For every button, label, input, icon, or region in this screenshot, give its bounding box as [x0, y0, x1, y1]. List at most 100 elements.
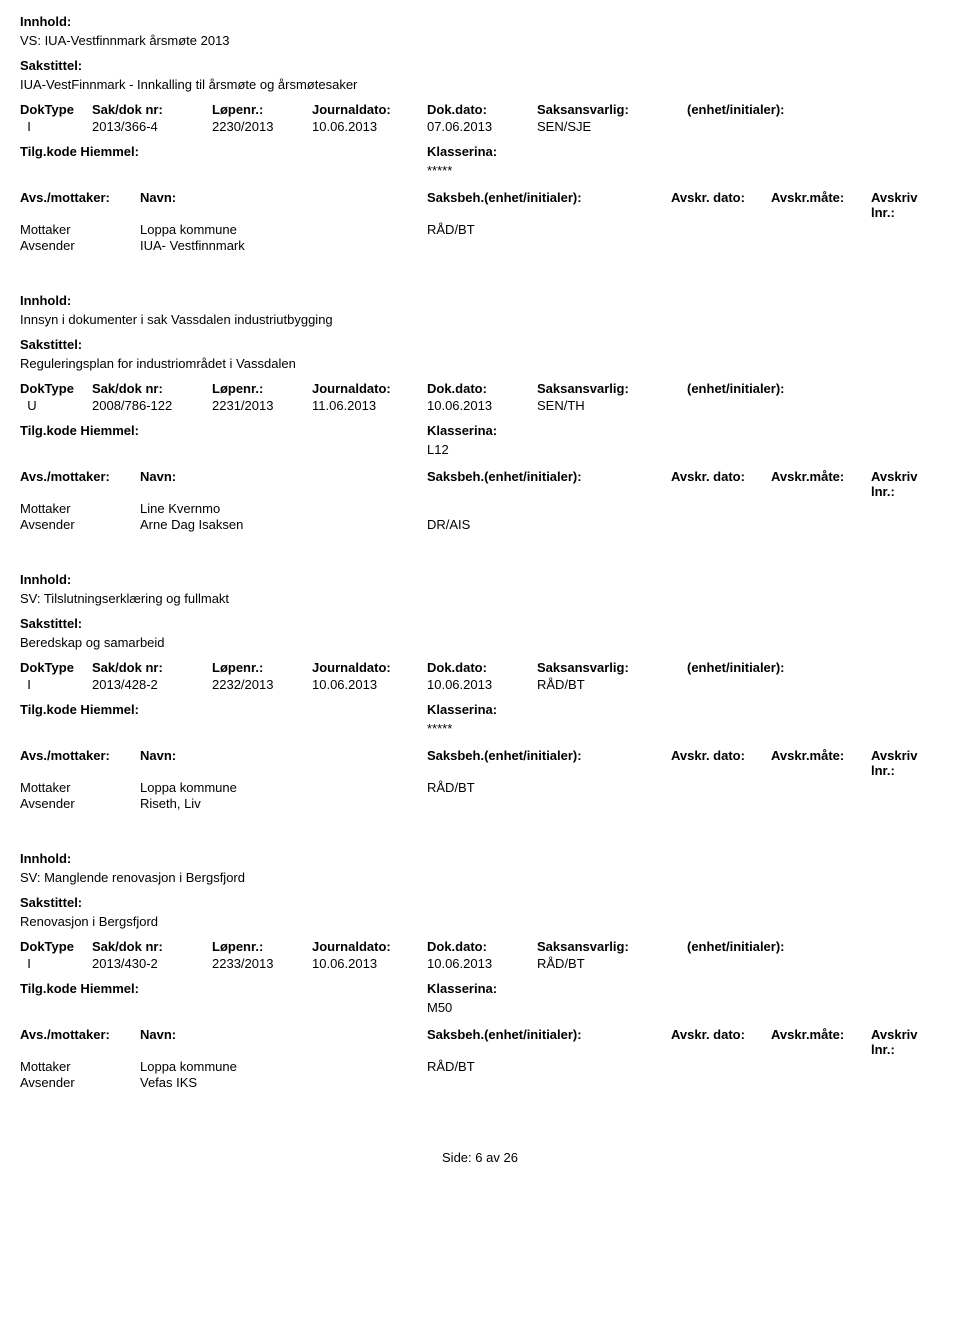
- dokdato-value: 10.06.2013: [427, 677, 537, 692]
- saksbeh-header: Saksbeh.(enhet/initialer):: [427, 469, 671, 499]
- party-saksbeh: DR/AIS: [427, 517, 671, 532]
- meta-value-row: I 2013/430-2 2233/2013 10.06.2013 10.06.…: [20, 956, 940, 971]
- avskr-mate-header: Avskr.måte:: [771, 469, 871, 499]
- doktype-header: DokType: [20, 381, 92, 396]
- saksansvarlig-value: RÅD/BT: [537, 956, 687, 971]
- party-role: Mottaker: [20, 222, 140, 237]
- klassering-value: *****: [427, 721, 940, 736]
- party-saksbeh: [427, 501, 671, 516]
- party-saksbeh: [427, 238, 671, 253]
- lopenr-header: Løpenr.:: [212, 102, 312, 117]
- party-row: Avsender Arne Dag Isaksen DR/AIS: [20, 517, 940, 532]
- innhold-value: VS: IUA-Vestfinnmark årsmøte 2013: [20, 33, 940, 48]
- lopenr-value: 2232/2013: [212, 677, 312, 692]
- party-name: Line Kvernmo: [140, 501, 427, 516]
- meta-header-row: DokType Sak/dok nr: Løpenr.: Journaldato…: [20, 660, 940, 675]
- saknr-value: 2013/430-2: [92, 956, 212, 971]
- klassering-label: Klasserina:: [427, 981, 940, 996]
- enhet-header: (enhet/initialer):: [687, 102, 940, 117]
- party-role: Avsender: [20, 796, 140, 811]
- dokdato-header: Dok.dato:: [427, 102, 537, 117]
- record: Innhold:Innsyn i dokumenter i sak Vassda…: [20, 293, 940, 532]
- journaldato-value: 10.06.2013: [312, 956, 427, 971]
- klassering-value: *****: [427, 163, 940, 178]
- party-row: Avsender IUA- Vestfinnmark: [20, 238, 940, 253]
- avskriv-lnr-header: Avskriv lnr.:: [871, 469, 940, 499]
- avskriv-lnr-header: Avskriv lnr.:: [871, 748, 940, 778]
- party-saksbeh: RÅD/BT: [427, 1059, 671, 1074]
- innhold-label: Innhold:: [20, 14, 940, 29]
- party-header-row: Avs./mottaker: Navn: Saksbeh.(enhet/init…: [20, 469, 940, 499]
- records-list: Innhold: VS: IUA-Vestfinnmark årsmøte 201…: [20, 14, 940, 1090]
- saknr-header: Sak/dok nr:: [92, 102, 212, 117]
- page-current: 6: [475, 1150, 482, 1165]
- party-role: Mottaker: [20, 501, 140, 516]
- saksbeh-header: Saksbeh.(enhet/initialer):: [427, 748, 671, 778]
- sakstittel-value: Reguleringsplan for industriområdet i Va…: [20, 356, 940, 371]
- enhet-header: (enhet/initialer):: [687, 381, 940, 396]
- lopenr-value: 2233/2013: [212, 956, 312, 971]
- klassering-value: L12: [427, 442, 940, 457]
- journaldato-value: 10.06.2013: [312, 677, 427, 692]
- journaldato-header: Journaldato:: [312, 660, 427, 675]
- enhet-value: [687, 119, 940, 134]
- avskr-dato-header: Avskr. dato:: [671, 190, 771, 220]
- meta-value-row: I 2013/366-4 2230/2013 10.06.2013 07.06.…: [20, 119, 940, 134]
- party-role: Avsender: [20, 238, 140, 253]
- dokdato-header: Dok.dato:: [427, 660, 537, 675]
- journaldato-header: Journaldato:: [312, 381, 427, 396]
- party-saksbeh: RÅD/BT: [427, 222, 671, 237]
- sakstittel-label: Sakstittel:: [20, 616, 940, 631]
- klassering-label: Klasserina:: [427, 144, 940, 159]
- avskr-dato-header: Avskr. dato:: [671, 748, 771, 778]
- hjemmel-klassering-row: Tilg.kode Hiemmel: Klasserina:: [20, 144, 940, 159]
- doktype-value: U: [20, 398, 92, 413]
- party-row: Avsender Vefas IKS: [20, 1075, 940, 1090]
- hjemmel-klassering-row: Tilg.kode Hiemmel: Klasserina:: [20, 702, 940, 717]
- saksansvarlig-header: Saksansvarlig:: [537, 660, 687, 675]
- innhold-value: Innsyn i dokumenter i sak Vassdalen indu…: [20, 312, 940, 327]
- meta-value-row: I 2013/428-2 2232/2013 10.06.2013 10.06.…: [20, 677, 940, 692]
- lopenr-header: Løpenr.:: [212, 660, 312, 675]
- tilgkode-hjemmel-label: Tilg.kode Hiemmel:: [20, 702, 427, 717]
- party-saksbeh: [427, 1075, 671, 1090]
- klassering-value-row: *****: [20, 161, 940, 188]
- sakstittel-label: Sakstittel:: [20, 895, 940, 910]
- innhold-label: Innhold:: [20, 851, 940, 866]
- meta-header-row: DokType Sak/dok nr: Løpenr.: Journaldato…: [20, 381, 940, 396]
- party-role: Avsender: [20, 1075, 140, 1090]
- party-name: Loppa kommune: [140, 780, 427, 795]
- party-header-row: Avs./mottaker: Navn: Saksbeh.(enhet/init…: [20, 190, 940, 220]
- page-footer: Side: 6 av 26: [20, 1150, 940, 1165]
- party-name: Loppa kommune: [140, 222, 427, 237]
- party-name: Vefas IKS: [140, 1075, 427, 1090]
- avs-mottaker-header: Avs./mottaker:: [20, 748, 140, 778]
- sakstittel-label: Sakstittel:: [20, 337, 940, 352]
- saknr-value: 2013/428-2: [92, 677, 212, 692]
- party-saksbeh: RÅD/BT: [427, 780, 671, 795]
- saknr-value: 2013/366-4: [92, 119, 212, 134]
- avskriv-lnr-header: Avskriv lnr.:: [871, 1027, 940, 1057]
- party-row: Avsender Riseth, Liv: [20, 796, 940, 811]
- party-name: Arne Dag Isaksen: [140, 517, 427, 532]
- dokdato-header: Dok.dato:: [427, 939, 537, 954]
- saknr-header: Sak/dok nr:: [92, 939, 212, 954]
- innhold-value: SV: Tilslutningserklæring og fullmakt: [20, 591, 940, 606]
- party-header-row: Avs./mottaker: Navn: Saksbeh.(enhet/init…: [20, 1027, 940, 1057]
- avskriv-lnr-header: Avskriv lnr.:: [871, 190, 940, 220]
- enhet-value: [687, 956, 940, 971]
- avs-mottaker-header: Avs./mottaker:: [20, 190, 140, 220]
- lopenr-header: Løpenr.:: [212, 381, 312, 396]
- sakstittel-value: Renovasjon i Bergsfjord: [20, 914, 940, 929]
- avskr-mate-header: Avskr.måte:: [771, 190, 871, 220]
- doktype-value: I: [20, 677, 92, 692]
- klassering-label: Klasserina:: [427, 702, 940, 717]
- saknr-header: Sak/dok nr:: [92, 381, 212, 396]
- party-role: Mottaker: [20, 1059, 140, 1074]
- klassering-value: M50: [427, 1000, 940, 1015]
- avs-mottaker-header: Avs./mottaker:: [20, 469, 140, 499]
- dokdato-value: 10.06.2013: [427, 956, 537, 971]
- meta-header-row: DokType Sak/dok nr: Løpenr.: Journaldato…: [20, 102, 940, 117]
- saksansvarlig-value: SEN/TH: [537, 398, 687, 413]
- dokdato-header: Dok.dato:: [427, 381, 537, 396]
